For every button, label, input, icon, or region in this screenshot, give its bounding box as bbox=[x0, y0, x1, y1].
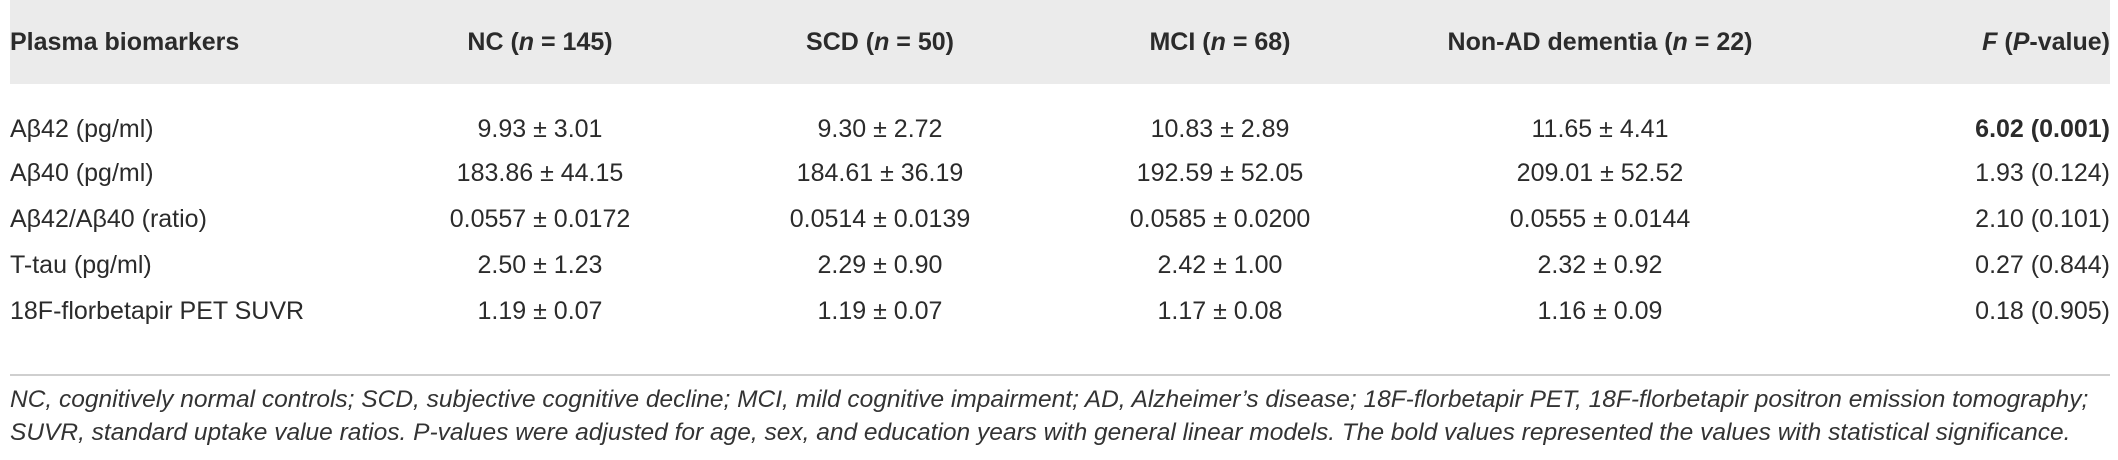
header-nc: NC (n = 145) bbox=[467, 27, 613, 56]
cell-f-p-value: 2.10 (0.101) bbox=[1975, 204, 2110, 233]
cell-mci: 1.17 ± 0.08 bbox=[1157, 296, 1283, 325]
cell-nc: 1.19 ± 0.07 bbox=[477, 296, 603, 325]
header-f-p-value: F (P-value) bbox=[1982, 27, 2110, 56]
cell-f-p-value: 1.93 (0.124) bbox=[1975, 158, 2110, 187]
cell-nc: 183.86 ± 44.15 bbox=[456, 158, 624, 187]
header-mci: MCI (n = 68) bbox=[1149, 27, 1291, 56]
cell-non-ad: 0.0555 ± 0.0144 bbox=[1509, 204, 1691, 233]
table-row: Aβ40 (pg/ml) 183.86 ± 44.15 184.61 ± 36.… bbox=[10, 150, 2110, 196]
cell-mci: 10.83 ± 2.89 bbox=[1150, 115, 1290, 143]
header-plasma-biomarkers: Plasma biomarkers bbox=[10, 27, 240, 56]
cell-f-p-value: 0.27 (0.844) bbox=[1975, 250, 2110, 279]
cell-non-ad: 209.01 ± 52.52 bbox=[1516, 158, 1684, 187]
cell-biomarker: 18F-florbetapir PET SUVR bbox=[10, 296, 305, 325]
cell-scd: 0.0514 ± 0.0139 bbox=[789, 204, 971, 233]
cell-f-p-value: 0.18 (0.905) bbox=[1975, 296, 2110, 325]
table-row: Aβ42/Aβ40 (ratio) 0.0557 ± 0.0172 0.0514… bbox=[10, 196, 2110, 242]
table-row: Aβ42 (pg/ml) 9.93 ± 3.01 9.30 ± 2.72 10.… bbox=[10, 84, 2110, 150]
header-non-ad-dementia: Non-AD dementia (n = 22) bbox=[1447, 27, 1753, 56]
cell-non-ad: 2.32 ± 0.92 bbox=[1537, 250, 1663, 279]
cell-biomarker: Aβ40 (pg/ml) bbox=[10, 158, 154, 187]
table-footnote: NC, cognitively normal controls; SCD, su… bbox=[10, 386, 2089, 446]
cell-f-p-value: 6.02 (0.001) bbox=[1975, 115, 2110, 143]
table-header-row: Plasma biomarkers NC (n = 145) SCD (n = … bbox=[10, 0, 2110, 84]
plasma-biomarkers-table: Plasma biomarkers NC (n = 145) SCD (n = … bbox=[10, 0, 2110, 334]
cell-biomarker: Aβ42 (pg/ml) bbox=[10, 115, 154, 143]
cell-nc: 0.0557 ± 0.0172 bbox=[449, 204, 631, 233]
header-scd: SCD (n = 50) bbox=[806, 27, 954, 56]
cell-mci: 2.42 ± 1.00 bbox=[1157, 250, 1283, 279]
cell-mci: 0.0585 ± 0.0200 bbox=[1129, 204, 1311, 233]
table-row: T-tau (pg/ml) 2.50 ± 1.23 2.29 ± 0.90 2.… bbox=[10, 242, 2110, 288]
cell-biomarker: T-tau (pg/ml) bbox=[10, 250, 152, 279]
table-row: 18F-florbetapir PET SUVR 1.19 ± 0.07 1.1… bbox=[10, 288, 2110, 334]
cell-scd: 184.61 ± 36.19 bbox=[796, 158, 964, 187]
table-header-band bbox=[10, 0, 2110, 84]
cell-biomarker: Aβ42/Aβ40 (ratio) bbox=[10, 204, 207, 233]
cell-nc: 2.50 ± 1.23 bbox=[477, 250, 603, 279]
cell-mci: 192.59 ± 52.05 bbox=[1136, 158, 1304, 187]
table-bottom-rule bbox=[10, 374, 2110, 376]
cell-nc: 9.93 ± 3.01 bbox=[477, 115, 603, 143]
cell-scd: 9.30 ± 2.72 bbox=[817, 115, 943, 143]
cell-scd: 1.19 ± 0.07 bbox=[817, 296, 943, 325]
cell-non-ad: 11.65 ± 4.41 bbox=[1531, 115, 1669, 143]
cell-scd: 2.29 ± 0.90 bbox=[817, 250, 943, 279]
cell-non-ad: 1.16 ± 0.09 bbox=[1537, 296, 1663, 325]
